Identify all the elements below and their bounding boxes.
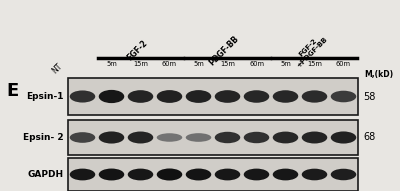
Text: Epsin- 2: Epsin- 2 — [23, 133, 64, 142]
Ellipse shape — [215, 132, 240, 143]
Text: Epsin-1: Epsin-1 — [26, 92, 64, 101]
Ellipse shape — [157, 168, 182, 180]
Ellipse shape — [215, 90, 240, 103]
Ellipse shape — [157, 133, 182, 142]
Ellipse shape — [244, 132, 269, 143]
Ellipse shape — [186, 90, 211, 103]
Ellipse shape — [70, 132, 95, 143]
Ellipse shape — [302, 90, 327, 103]
Ellipse shape — [128, 90, 153, 103]
Text: 60m: 60m — [336, 61, 351, 67]
Ellipse shape — [70, 91, 95, 103]
Ellipse shape — [331, 91, 356, 102]
Ellipse shape — [157, 90, 182, 103]
Ellipse shape — [128, 132, 153, 143]
Text: 5m: 5m — [106, 61, 117, 67]
Ellipse shape — [302, 132, 327, 143]
Text: 15m: 15m — [220, 61, 235, 67]
Text: 60m: 60m — [249, 61, 264, 67]
Ellipse shape — [215, 169, 240, 180]
Ellipse shape — [244, 90, 269, 103]
Text: M,(kD): M,(kD) — [364, 70, 393, 79]
Ellipse shape — [273, 169, 298, 180]
Text: 60m: 60m — [162, 61, 177, 67]
Text: NT: NT — [50, 62, 64, 76]
Text: 68: 68 — [363, 133, 375, 142]
Ellipse shape — [128, 169, 153, 180]
Text: FGF-2: FGF-2 — [125, 39, 149, 63]
Text: E: E — [6, 82, 18, 100]
Ellipse shape — [273, 90, 298, 103]
Bar — [68, 158, 358, 191]
Ellipse shape — [70, 169, 95, 180]
Text: 5m: 5m — [193, 61, 204, 67]
Ellipse shape — [99, 131, 124, 144]
Ellipse shape — [99, 90, 124, 103]
Bar — [68, 78, 358, 115]
Ellipse shape — [273, 132, 298, 143]
Text: PDGF-BB: PDGF-BB — [208, 34, 241, 67]
Ellipse shape — [331, 169, 356, 180]
Ellipse shape — [186, 133, 211, 142]
Ellipse shape — [186, 168, 211, 180]
Ellipse shape — [99, 168, 124, 180]
Text: 5m: 5m — [280, 61, 291, 67]
Ellipse shape — [331, 131, 356, 144]
Text: GAPDH: GAPDH — [28, 170, 64, 179]
Text: 15m: 15m — [307, 61, 322, 67]
Ellipse shape — [302, 169, 327, 180]
Text: FGF-2
+PDGF-BB: FGF-2 +PDGF-BB — [291, 31, 329, 68]
Text: 58: 58 — [363, 91, 375, 101]
Text: 15m: 15m — [133, 61, 148, 67]
Bar — [68, 120, 358, 155]
Ellipse shape — [244, 169, 269, 180]
